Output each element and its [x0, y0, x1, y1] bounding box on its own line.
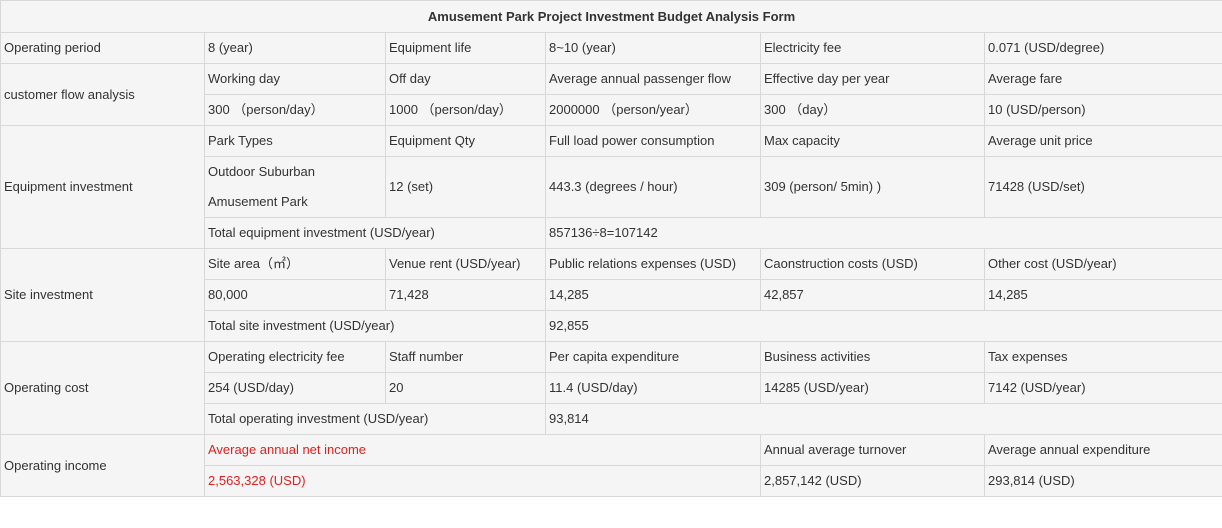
cell: Annual average turnover — [760, 434, 985, 466]
cell: 14285 (USD/year) — [760, 372, 985, 404]
cell: 80,000 — [204, 279, 386, 311]
cell: Equipment life — [385, 32, 546, 64]
total-label: Total operating investment (USD/year) — [204, 403, 546, 435]
cell: 309 (person/ 5min) ) — [760, 156, 985, 218]
cell: Staff number — [385, 341, 546, 373]
cell: 14,285 — [545, 279, 761, 311]
cell: 10 (USD/person) — [983, 94, 1222, 126]
section-label: Operating cost — [0, 341, 205, 435]
cell: Per capita expenditure — [545, 341, 761, 373]
cell: 2000000 （person/year） — [545, 94, 761, 126]
cell: Average fare — [983, 63, 1222, 95]
budget-table: Amusement Park Project Investment Budget… — [0, 0, 1222, 497]
cell: Business activities — [760, 341, 985, 373]
cell: 2,563,328 (USD) — [204, 465, 761, 497]
cell: Effective day per year — [760, 63, 985, 95]
total-value: 857136÷8=107142 — [544, 217, 1222, 249]
total-value: 92,855 — [544, 310, 1222, 342]
section-label: Equipment investment — [0, 125, 205, 249]
cell: 293,814 (USD) — [983, 465, 1222, 497]
cell: 71428 (USD/set) — [983, 156, 1222, 218]
cell: Operating period — [0, 32, 205, 64]
cell: 20 — [385, 372, 546, 404]
total-value: 93,814 — [544, 403, 1222, 435]
cell: Equipment Qty — [385, 125, 546, 157]
cell: Outdoor Suburban Amusement Park — [204, 156, 386, 218]
cell: 443.3 (degrees / hour) — [545, 156, 761, 218]
cell: 2,857,142 (USD) — [760, 465, 985, 497]
cell: Caonstruction costs (USD) — [760, 248, 985, 280]
cell: 7142 (USD/year) — [983, 372, 1222, 404]
cell: 1000 （person/day） — [385, 94, 546, 126]
cell: 8 (year) — [204, 32, 386, 64]
cell: Venue rent (USD/year) — [385, 248, 546, 280]
cell: 11.4 (USD/day) — [545, 372, 761, 404]
section-label: Site investment — [0, 248, 205, 342]
cell: 0.071 (USD/degree) — [983, 32, 1222, 64]
cell: Max capacity — [760, 125, 985, 157]
cell: 12 (set) — [385, 156, 546, 218]
total-label: Total equipment investment (USD/year) — [204, 217, 546, 249]
section-label: customer flow analysis — [0, 63, 205, 126]
cell: Full load power consumption — [545, 125, 761, 157]
cell: Electricity fee — [760, 32, 985, 64]
cell: Average unit price — [983, 125, 1222, 157]
cell: Park Types — [204, 125, 386, 157]
cell: 71,428 — [385, 279, 546, 311]
section-label: Operating income — [0, 434, 205, 497]
cell: 42,857 — [760, 279, 985, 311]
total-label: Total site investment (USD/year) — [204, 310, 546, 342]
cell: Operating electricity fee — [204, 341, 386, 373]
cell: Average annual net income — [204, 434, 761, 466]
cell: 254 (USD/day) — [204, 372, 386, 404]
cell: Site area（㎡） — [204, 248, 386, 280]
cell: Tax expenses — [983, 341, 1222, 373]
cell: 14,285 — [983, 279, 1222, 311]
cell: Public relations expenses (USD) — [545, 248, 761, 280]
cell: 300 （day） — [760, 94, 985, 126]
cell: Other cost (USD/year) — [983, 248, 1222, 280]
cell: Average annual expenditure — [983, 434, 1222, 466]
cell: 8~10 (year) — [545, 32, 761, 64]
table-title: Amusement Park Project Investment Budget… — [0, 0, 1222, 33]
cell: Working day — [204, 63, 386, 95]
cell: Average annual passenger flow — [545, 63, 761, 95]
cell: Off day — [385, 63, 546, 95]
cell: 300 （person/day） — [204, 94, 386, 126]
